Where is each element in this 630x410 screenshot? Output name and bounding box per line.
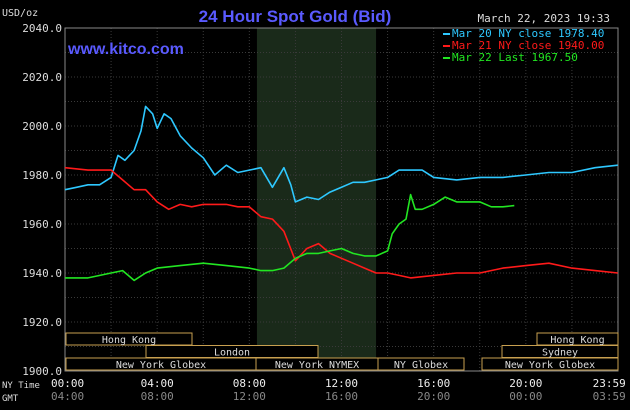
y-tick-label: 2020.0 [22,71,62,84]
x-tick-label-ny: 16:00 [417,377,450,390]
x-tick-label-ny: 00:00 [51,377,84,390]
legend-entry: Mar 22 Last 1967.50 [452,51,578,64]
x-tick-label-ny: 12:00 [325,377,358,390]
x-tick-label-ny: 04:00 [141,377,174,390]
x-tick-label-ny: 23:59 [593,377,626,390]
y-tick-label: 1940.0 [22,267,62,280]
x-tick-label-gmt: 16:00 [325,390,358,403]
session-london-label: London [214,348,250,359]
y-axis-tick-labels: 2040.0 2020.0 2000.0 1980.0 1960.0 1940.0 1920… [22,22,62,378]
session-sydney-label: Sydney [542,348,578,359]
x-tick-label-gmt: 03:59 [593,390,626,403]
y-tick-label: 1980.0 [22,169,62,182]
x-tick-label-gmt: 08:00 [141,390,174,403]
session-hong-kong-morning-label: Hong Kong [102,335,156,346]
x-axis-tick-labels: 00:0004:0004:0008:0008:0012:0012:0016:00… [51,377,626,403]
y-tick-label: 1960.0 [22,218,62,231]
gmt-axis-label: GMT [2,394,19,404]
y-tick-label: 1900.0 [22,365,62,378]
x-tick-label-gmt: 04:00 [51,390,84,403]
y-tick-label: 2040.0 [22,22,62,35]
x-tick-label-gmt: 00:00 [509,390,542,403]
series-line-1 [64,105,618,203]
chart-datetime: March 22, 2023 19:33 [478,12,610,25]
unit-label: USD/oz [2,8,38,19]
series-line-2 [64,166,618,279]
y-tick-label: 1920.0 [22,316,62,329]
x-tick-label-ny: 20:00 [509,377,542,390]
market-sessions: Hong Kong London New York Globex New York N… [65,332,619,371]
session-new-york-globex-evening-label: New York Globex [505,360,595,371]
plot-area-border [64,27,619,372]
session-new-york-globex-label: New York Globex [116,360,206,371]
session-new-york-globex-evening-box [481,357,619,371]
session-new-york-nymex-label: New York NYMEX [275,360,359,371]
series-lines [64,105,618,282]
chart-title: 24 Hour Spot Gold (Bid) [199,7,392,26]
x-tick-label-gmt: 12:00 [233,390,266,403]
x-tick-label-gmt: 20:00 [417,390,450,403]
ny-time-axis-label: NY Time [2,381,40,391]
legend-entry: Mar 20 NY close 1978.40 [452,27,604,40]
session-ny-globex-box [377,357,465,371]
session-hong-kong-morning-box [65,332,193,346]
website-label[interactable]: www.kitco.com [67,41,184,58]
legend-entry: Mar 21 NY close 1940.00 [452,39,604,52]
session-ny-globex-label: NY Globex [394,360,448,371]
y-tick-label: 2000.0 [22,120,62,133]
x-tick-label-ny: 08:00 [233,377,266,390]
session-hong-kong-evening-label: Hong Kong [550,335,604,346]
series-line-3 [65,193,515,282]
